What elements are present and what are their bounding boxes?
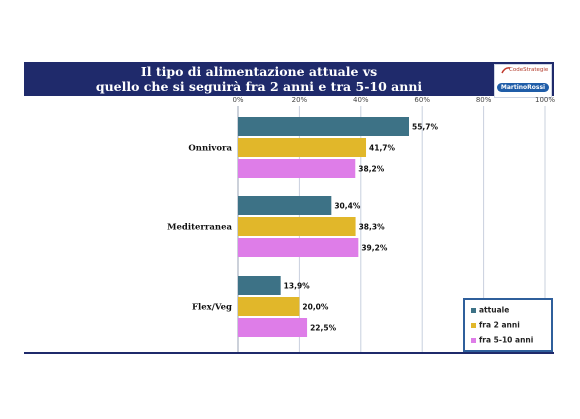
data-label: 38,3% <box>359 223 386 232</box>
bar <box>238 217 356 236</box>
bar <box>238 297 300 316</box>
x-tick-label: 80% <box>476 96 492 104</box>
bottom-rule <box>24 352 554 354</box>
legend-item-fra-2-anni: fra 2 anni <box>471 320 520 332</box>
data-label: 22,5% <box>310 324 337 333</box>
category-label: Flex/Veg <box>192 303 232 313</box>
category-label: Mediterranea <box>167 223 232 233</box>
bar <box>238 238 359 257</box>
bar <box>238 138 367 157</box>
legend: attuale fra 2 anni fra 5-10 anni <box>463 298 553 352</box>
x-tick-label: 60% <box>414 96 430 104</box>
company-logo: CodeStrategie MartinoRossi <box>494 64 552 98</box>
data-label: 13,9% <box>284 282 311 291</box>
data-label: 38,2% <box>358 165 385 174</box>
logo-swoosh-icon <box>501 67 511 74</box>
x-tick-label: 100% <box>535 96 555 104</box>
legend-swatch-fra-5-10-anni <box>471 337 476 343</box>
x-tick-label: 20% <box>292 96 308 104</box>
bar <box>238 276 281 295</box>
bar <box>238 318 308 337</box>
x-tick-label: 40% <box>353 96 369 104</box>
data-label: 55,7% <box>412 123 439 132</box>
bar <box>238 196 332 215</box>
legend-label-fra-2-anni: fra 2 anni <box>479 320 520 330</box>
title-banner: Il tipo di alimentazione attuale vs quel… <box>24 62 554 96</box>
data-label: 39,2% <box>361 244 388 253</box>
chart-title-line-1: Il tipo di alimentazione attuale vs <box>140 64 378 79</box>
data-label: 41,7% <box>369 144 396 153</box>
legend-label-attuale: attuale <box>479 305 510 315</box>
legend-label-fra-5-10-anni: fra 5-10 anni <box>479 335 534 345</box>
bar <box>238 117 409 136</box>
bar <box>238 159 356 178</box>
category-label: Onnivora <box>188 144 232 154</box>
logo-top-text: CodeStrategie <box>509 67 549 73</box>
x-tick-label: 0% <box>232 96 243 104</box>
legend-item-attuale: attuale <box>471 305 509 317</box>
data-label: 20,0% <box>302 303 329 312</box>
chart-title-line-2: quello che si seguirà fra 2 anni e tra 5… <box>95 79 423 94</box>
data-label: 30,4% <box>334 202 361 211</box>
legend-item-fra-5-10-anni: fra 5-10 anni <box>471 335 533 347</box>
chart-title: Il tipo di alimentazione attuale vs quel… <box>24 62 494 96</box>
legend-swatch-attuale <box>471 307 476 313</box>
logo-bottom-text: MartinoRossi <box>497 83 549 92</box>
legend-swatch-fra-2-anni <box>471 322 476 328</box>
